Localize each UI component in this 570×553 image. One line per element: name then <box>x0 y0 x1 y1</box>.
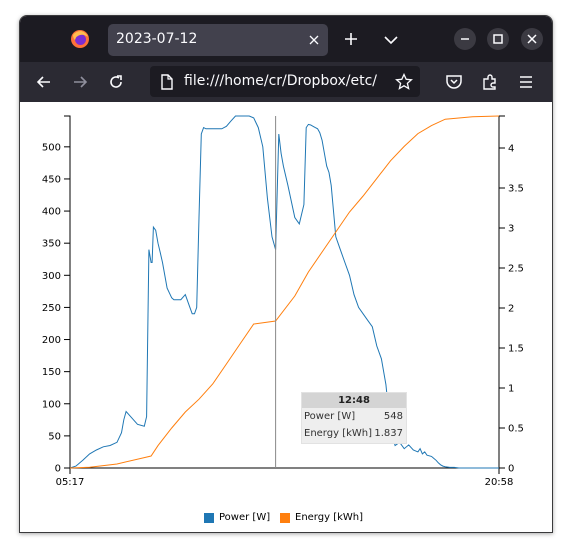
y-right-tick-label: 1.5 <box>508 344 524 355</box>
y-left-tick-label: 250 <box>42 303 61 314</box>
y-right-tick-label: 3.5 <box>508 184 524 195</box>
x-axis <box>69 467 500 474</box>
tooltip-power-label: Power [W] <box>304 411 356 422</box>
x-end-label: 20:58 <box>485 477 514 488</box>
plus-icon[interactable] <box>342 30 360 48</box>
firefox-logo-icon <box>71 30 89 48</box>
y-left-tick-label: 50 <box>48 431 61 442</box>
minimize-button[interactable] <box>454 28 476 50</box>
legend-swatch-energy <box>280 513 290 523</box>
chevron-down-icon[interactable] <box>382 31 400 49</box>
power-energy-chart: 0 50 100 150 200 250 300 350 400 450 500 0 0.5 1 1.5 2 2… <box>42 115 524 488</box>
y-left-tick-label: 150 <box>42 367 61 378</box>
pocket-icon[interactable] <box>445 73 463 91</box>
minimize-icon <box>461 38 469 40</box>
star-icon[interactable] <box>395 73 413 91</box>
url-text: file:///home/cr/Dropbox/etc/ <box>184 73 377 89</box>
y-left-tick-label: 500 <box>42 142 61 153</box>
tab-active[interactable]: 2023-07-12 <box>108 24 328 56</box>
y-left-tick-label: 400 <box>42 207 61 218</box>
series-line-energy <box>69 115 500 469</box>
tooltip-time: 12:48 <box>302 393 406 408</box>
tooltip-energy-row: Energy [kWh] 1.837 <box>302 425 406 442</box>
page-content: 0 50 100 150 200 250 300 350 400 450 500 0 0.5 1 1.5 2 2… <box>20 102 552 532</box>
window-close-button[interactable] <box>521 28 543 50</box>
maximize-button[interactable] <box>487 28 509 50</box>
close-icon[interactable] <box>306 32 322 48</box>
x-start-label: 05:17 <box>56 477 85 488</box>
window-close-icon <box>527 34 537 44</box>
y-left-tick-label: 100 <box>42 399 61 410</box>
legend-swatch-power <box>204 513 214 523</box>
y-axis-right <box>498 115 505 469</box>
maximize-icon <box>493 34 503 44</box>
extensions-icon[interactable] <box>481 73 499 91</box>
tooltip-power-row: Power [W] 548 <box>302 408 406 425</box>
y-left-tick-label: 200 <box>42 335 61 346</box>
page-icon <box>161 74 173 90</box>
forward-arrow-icon[interactable] <box>71 73 89 91</box>
y-axis-left <box>64 115 71 469</box>
y-right-tick-label: 2.5 <box>508 264 524 275</box>
y-right-tick-label: 0 <box>508 464 514 475</box>
tab-bar: 2023-07-12 <box>20 16 552 62</box>
y-left-tick-label: 300 <box>42 271 61 282</box>
chart-legend: Power [W] Energy [kWh] <box>20 510 552 526</box>
legend-label-energy: Energy [kWh] <box>295 512 364 523</box>
tooltip-power-value: 548 <box>383 411 403 422</box>
reload-icon[interactable] <box>107 73 125 91</box>
y-left-tick-label: 0 <box>55 464 61 475</box>
y-right-tick-label: 4 <box>508 144 514 155</box>
back-arrow-icon[interactable] <box>35 73 53 91</box>
tooltip-energy-value: 1.837 <box>374 428 403 439</box>
y-right-tick-label: 3 <box>508 224 514 235</box>
chart-tooltip: 12:48 Power [W] 548 Energy [kWh] 1.837 <box>301 392 407 444</box>
tab-title: 2023-07-12 <box>116 31 198 47</box>
url-bar[interactable]: file:///home/cr/Dropbox/etc/ <box>150 66 420 97</box>
y-left-tick-label: 350 <box>42 239 61 250</box>
navigation-toolbar: file:///home/cr/Dropbox/etc/ <box>20 62 552 102</box>
y-left-tick-label: 450 <box>42 174 61 185</box>
y-right-tick-label: 2 <box>508 304 514 315</box>
legend-label-power: Power [W] <box>219 512 271 523</box>
menu-icon[interactable] <box>517 73 535 91</box>
series-line-power <box>69 115 499 469</box>
y-right-tick-label: 0.5 <box>508 424 524 435</box>
y-right-tick-label: 1 <box>508 384 514 395</box>
tooltip-energy-label: Energy [kWh] <box>304 428 373 439</box>
browser-window: 2023-07-12 <box>19 15 553 533</box>
